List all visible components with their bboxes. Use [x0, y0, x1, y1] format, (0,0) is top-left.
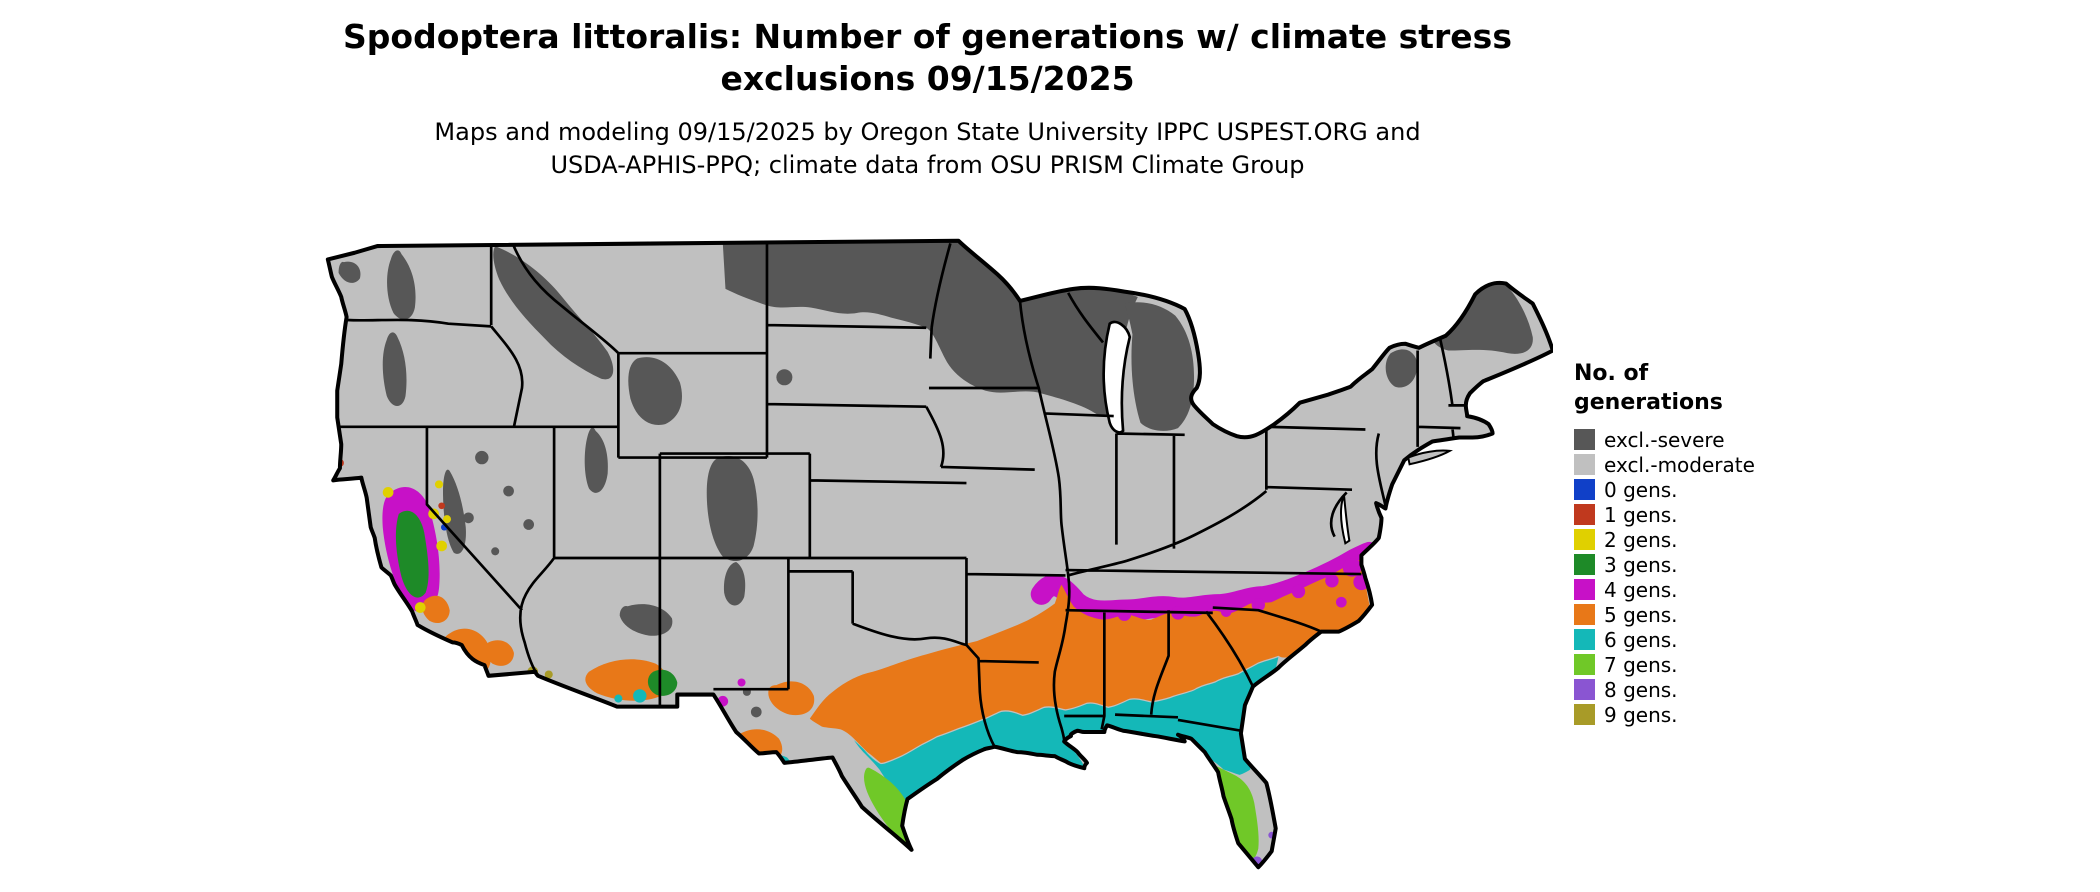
- legend-item-label: 4 gens.: [1604, 577, 1678, 602]
- legend-title: No. of generations: [1574, 360, 1834, 417]
- legend-swatch: [1574, 654, 1595, 676]
- legend-item-label: 9 gens.: [1604, 702, 1678, 727]
- us-generations-map: [321, 230, 1555, 886]
- legend-item: 7 gens.: [1574, 652, 1834, 677]
- legend-swatch: [1574, 704, 1595, 726]
- legend-swatch: [1574, 479, 1595, 501]
- map-region-8-gens: [905, 831, 1276, 868]
- subtitle-line2: USDA-APHIS-PPQ; climate data from OSU PR…: [550, 150, 1305, 179]
- legend-item-label: 5 gens.: [1604, 602, 1678, 627]
- legend-item-label: 7 gens.: [1604, 652, 1678, 677]
- legend-swatch: [1574, 504, 1595, 526]
- subtitle: Maps and modeling 09/15/2025 by Oregon S…: [0, 116, 1855, 181]
- legend-item: excl.-severe: [1574, 427, 1834, 452]
- legend-swatch: [1574, 679, 1595, 701]
- legend-swatch: [1574, 629, 1595, 651]
- legend-item-label: 0 gens.: [1604, 477, 1678, 502]
- legend-title-line1: No. of: [1574, 361, 1649, 386]
- header: Spodoptera littoralis: Number of generat…: [0, 16, 1855, 181]
- us-map-svg: [325, 238, 1555, 870]
- legend-item: 1 gens.: [1574, 502, 1834, 527]
- legend-item-label: 1 gens.: [1604, 502, 1678, 527]
- page-title-line2: exclusions 09/15/2025: [720, 59, 1135, 99]
- legend-swatch: [1574, 529, 1595, 551]
- legend-swatch: [1574, 554, 1595, 576]
- legend-item-label: excl.-severe: [1604, 427, 1725, 452]
- legend-item: 9 gens.: [1574, 702, 1834, 727]
- map-region-5-gens-california: [422, 595, 450, 624]
- legend-item-label: excl.-moderate: [1604, 452, 1755, 477]
- legend-item: 2 gens.: [1574, 527, 1834, 552]
- legend-item-label: 3 gens.: [1604, 552, 1678, 577]
- legend-items: excl.-severe excl.-moderate 0 gens. 1 gens.…: [1574, 427, 1834, 727]
- legend-item-label: 6 gens.: [1604, 627, 1678, 652]
- us-outline: [325, 238, 1555, 870]
- long-island: [1407, 449, 1453, 466]
- legend-item: excl.-moderate: [1574, 452, 1834, 477]
- legend-item-label: 8 gens.: [1604, 677, 1678, 702]
- page-title-line1: Spodoptera littoralis: Number of generat…: [343, 17, 1512, 56]
- legend-swatch: [1574, 454, 1595, 476]
- legend-title-line2: generations: [1574, 389, 1723, 415]
- state-borders: [331, 242, 1469, 748]
- legend-item: 6 gens.: [1574, 627, 1834, 652]
- subtitle-line1: Maps and modeling 09/15/2025 by Oregon S…: [434, 118, 1421, 147]
- legend-item: 3 gens.: [1574, 552, 1834, 577]
- legend-swatch: [1574, 604, 1595, 626]
- legend-panel: No. of generations excl.-severe excl.-mod…: [1574, 360, 1834, 727]
- legend-item: 8 gens.: [1574, 677, 1834, 702]
- legend-item: 0 gens.: [1574, 477, 1834, 502]
- legend-item-label: 2 gens.: [1604, 527, 1678, 552]
- lake-michigan: [1102, 320, 1351, 545]
- legend-swatch: [1574, 579, 1595, 601]
- legend-swatch: [1574, 429, 1595, 451]
- legend-item: 5 gens.: [1574, 602, 1834, 627]
- legend-item: 4 gens.: [1574, 577, 1834, 602]
- map-region-3-gens: [395, 510, 678, 696]
